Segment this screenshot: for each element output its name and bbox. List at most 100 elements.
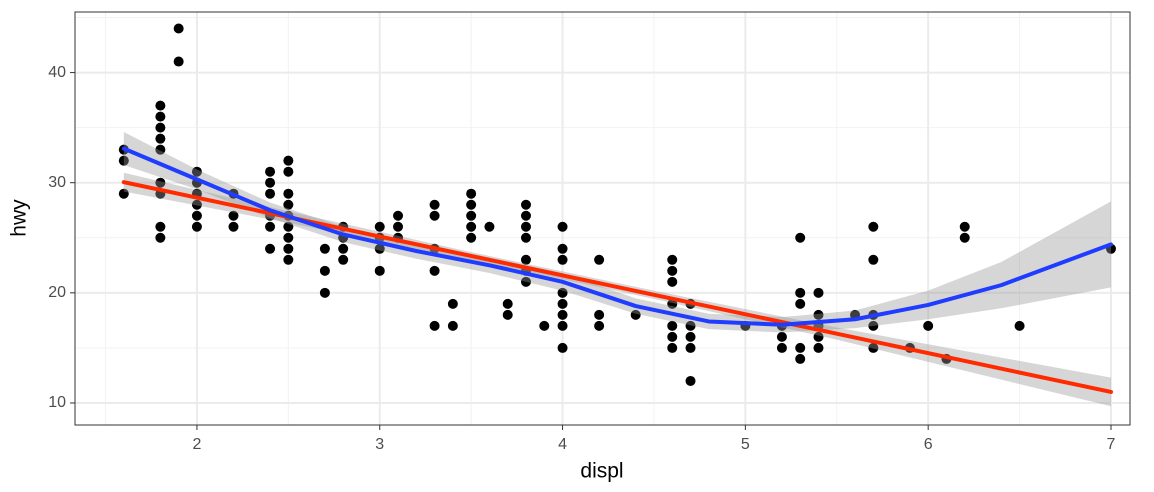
point [173, 56, 184, 67]
point [868, 254, 879, 265]
point [265, 188, 276, 199]
point [594, 254, 605, 265]
point [557, 342, 568, 353]
point [265, 177, 276, 188]
point [374, 265, 385, 276]
point [868, 320, 879, 331]
x-tick-label: 5 [741, 436, 750, 453]
point [429, 210, 440, 221]
point [667, 320, 678, 331]
y-axis-title: hwy [8, 199, 31, 237]
point [155, 144, 166, 155]
point [283, 155, 294, 166]
point [118, 188, 129, 199]
point [776, 342, 787, 353]
point [520, 254, 531, 265]
point [155, 221, 166, 232]
point [155, 100, 166, 111]
point [959, 221, 970, 232]
plot-area [118, 23, 1116, 407]
x-tick-label: 3 [375, 436, 384, 453]
point [466, 221, 477, 232]
point [466, 210, 477, 221]
point [429, 320, 440, 331]
point [466, 188, 477, 199]
point [923, 320, 934, 331]
point [667, 265, 678, 276]
point [283, 254, 294, 265]
point [557, 254, 568, 265]
point [667, 254, 678, 265]
point [667, 276, 678, 287]
point [557, 221, 568, 232]
point [520, 210, 531, 221]
point [594, 320, 605, 331]
x-tick-label: 6 [924, 436, 933, 453]
point [795, 287, 806, 298]
point [319, 243, 330, 254]
point [265, 221, 276, 232]
point [466, 232, 477, 243]
point [685, 342, 696, 353]
point [776, 331, 787, 342]
point [813, 342, 824, 353]
point [667, 331, 678, 342]
point [630, 309, 641, 320]
confidence-band [123, 172, 1111, 407]
point [283, 166, 294, 177]
point [228, 210, 239, 221]
point [557, 287, 568, 298]
point [539, 320, 550, 331]
point [557, 243, 568, 254]
point [557, 309, 568, 320]
point [118, 155, 129, 166]
point [191, 221, 202, 232]
point [429, 265, 440, 276]
point [191, 199, 202, 210]
point [155, 111, 166, 122]
point [191, 210, 202, 221]
point [520, 232, 531, 243]
point [319, 287, 330, 298]
point [484, 221, 495, 232]
point [520, 221, 531, 232]
point [265, 243, 276, 254]
point [520, 199, 531, 210]
point [393, 210, 404, 221]
point [557, 320, 568, 331]
point [429, 199, 440, 210]
point [795, 342, 806, 353]
point [191, 166, 202, 177]
panel-border [74, 11, 1131, 426]
x-tick-label: 7 [1107, 436, 1116, 453]
point [685, 375, 696, 386]
y-tick-label: 40 [48, 64, 66, 81]
point [283, 243, 294, 254]
point [594, 309, 605, 320]
point [685, 320, 696, 331]
point [283, 221, 294, 232]
point [374, 243, 385, 254]
y-tick-label: 20 [48, 284, 66, 301]
y-tick-label: 30 [48, 174, 66, 191]
point [155, 122, 166, 133]
point [173, 23, 184, 34]
y-tick-label: 10 [48, 394, 66, 411]
point [813, 331, 824, 342]
point [283, 199, 294, 210]
point [795, 353, 806, 364]
point [795, 298, 806, 309]
point [283, 232, 294, 243]
point [338, 254, 349, 265]
x-tick-label: 4 [558, 436, 567, 453]
point [228, 221, 239, 232]
point [813, 309, 824, 320]
point [868, 221, 879, 232]
point [265, 166, 276, 177]
point [447, 298, 458, 309]
point [283, 188, 294, 199]
point [868, 342, 879, 353]
point [795, 232, 806, 243]
axes: 2 3 4 5 6 7 10 20 30 40 [48, 64, 1115, 453]
